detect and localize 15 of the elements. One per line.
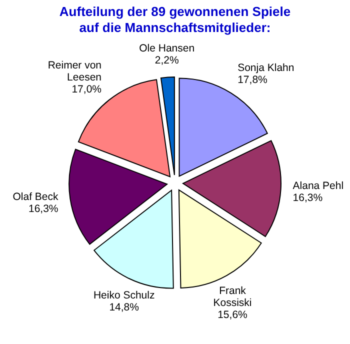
slice-label: Frank Kossiski	[213, 284, 252, 309]
chart-title: Aufteilung der 89 gewonnenen Spiele auf die Mannschaftsmitglieder:	[59, 4, 291, 35]
slice-label: Ole Hansen	[139, 42, 195, 54]
slice-label: Reimer von Leesen	[48, 60, 102, 84]
data-label: 15,6%	[218, 308, 248, 321]
slice-label: Alana Pehl	[292, 180, 344, 192]
slice-label: Olaf Beck	[12, 191, 60, 204]
slice-label: Heiko Schulz	[93, 289, 155, 302]
data-label: 17,0%	[72, 84, 102, 96]
data-label: 16,3%	[292, 192, 323, 204]
data-label: 16,3%	[28, 203, 58, 216]
data-label: 17,8%	[238, 74, 268, 86]
data-label: 14,8%	[109, 301, 139, 314]
data-label: 2,2%	[154, 54, 179, 66]
slice-label: Sonja Klahn	[238, 62, 294, 74]
